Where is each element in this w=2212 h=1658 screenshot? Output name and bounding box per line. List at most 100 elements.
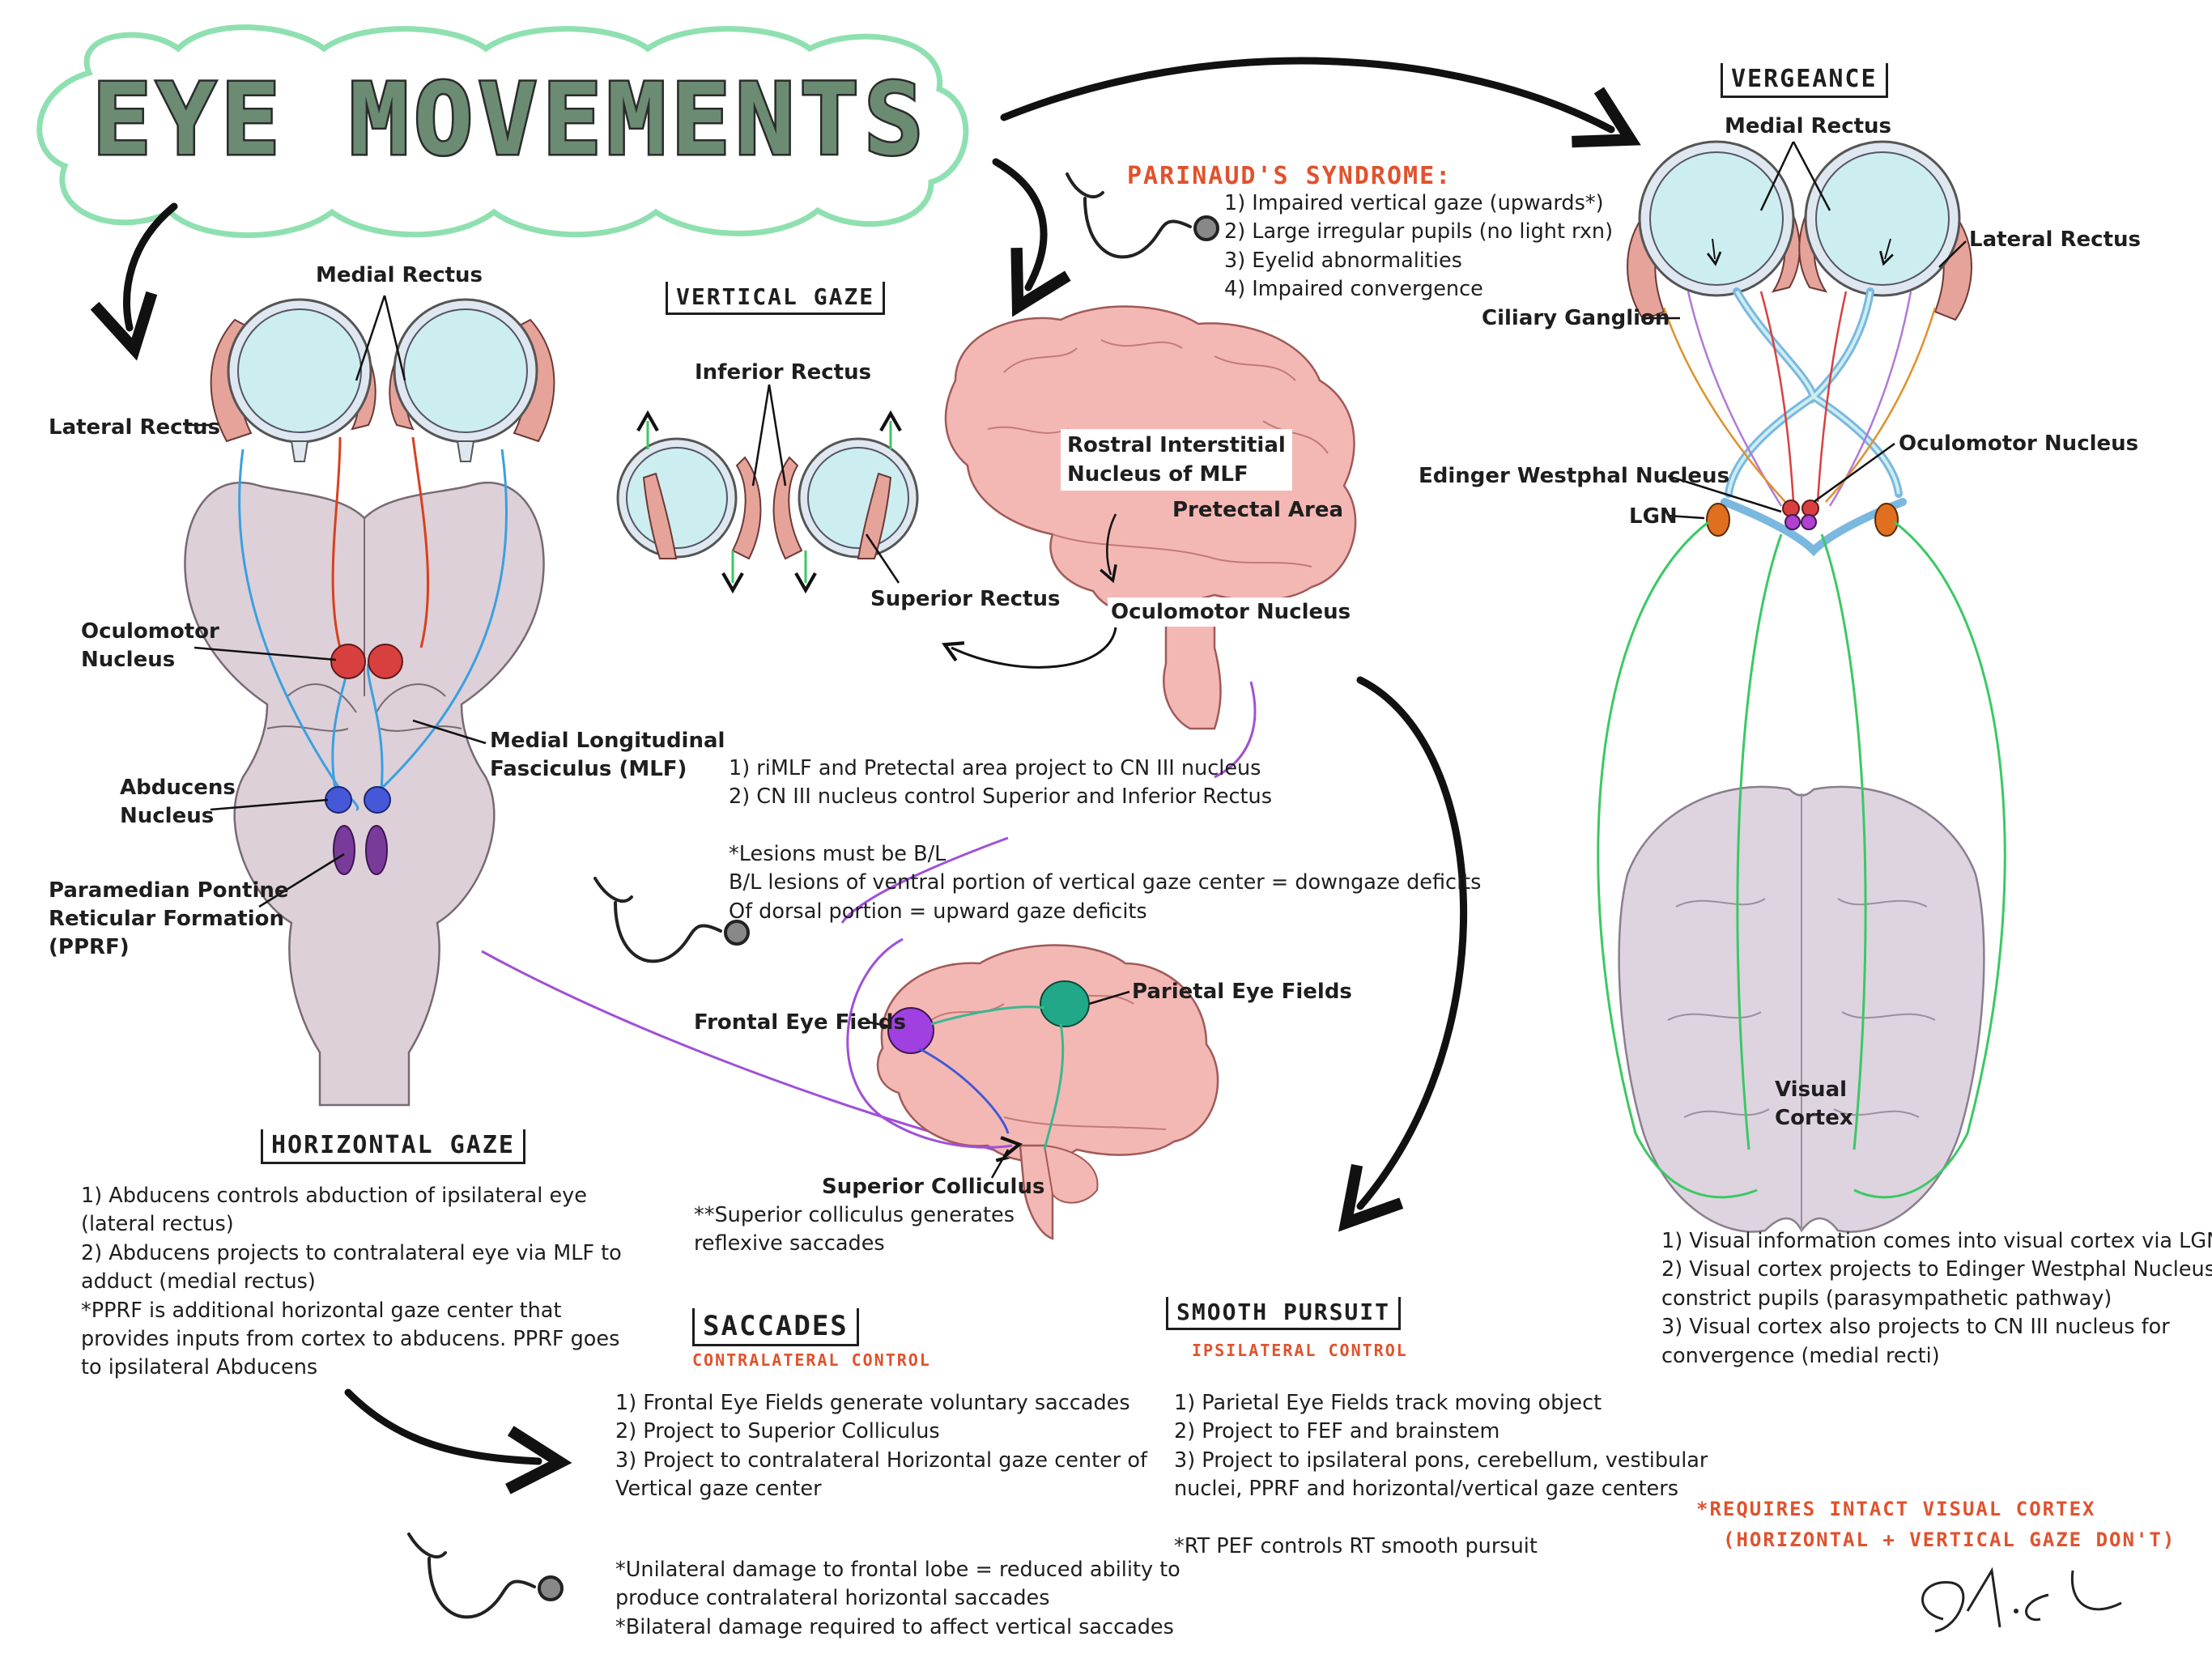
parinaud-item: 3) Eyelid abnormalities [1224, 248, 1462, 273]
frontal-eye-field-dot [887, 1007, 934, 1054]
vergence-notes: 1) Visual information comes into visual … [1661, 1227, 2212, 1371]
saccades-damage-note: produce contralateral horizontal saccade… [615, 1586, 1050, 1611]
smooth-note: 1) Parietal Eye Fields track moving obje… [1174, 1391, 1602, 1415]
label-pprf-1: Paramedian Pontine [49, 878, 289, 903]
horizontal-note: *PPRF is additional horizontal gaze cent… [81, 1298, 562, 1323]
vergence-note: 2) Visual cortex projects to Edinger Wes… [1661, 1257, 2212, 1282]
heading-vergence: VERGEANCE [1721, 63, 1888, 98]
smooth-note [1174, 1504, 1708, 1533]
edinger-westphal-left [1782, 500, 1800, 517]
stethoscope-icon [593, 877, 750, 963]
label-frontal-eye-fields: Frontal Eye Fields [694, 1010, 906, 1035]
vergence-note: 3) Visual cortex also projects to CN III… [1661, 1315, 2170, 1340]
parinaud-list: 1) Impaired vertical gaze (upwards*) 2) … [1224, 189, 1613, 304]
label-rimlf-1: Rostral Interstitial [1067, 433, 1286, 457]
colliculus-note: **Superior colliculus generates reflexiv… [694, 1201, 1015, 1259]
vergence-note: constrict pupils (parasympathetic pathwa… [1661, 1286, 2112, 1311]
optic-pathway-inner [1727, 290, 1900, 495]
horizontal-note: provides inputs from cortex to abducens.… [81, 1327, 620, 1352]
horizontal-note: adduct (medial rectus) [81, 1269, 316, 1295]
arrow-title-to-vergence [1000, 57, 1641, 148]
oculomotor-arrow-back [942, 627, 1117, 669]
arrow-title-to-horizontal [90, 202, 178, 361]
vertical-note: 1) riMLF and Pretectal area project to C… [729, 756, 1261, 780]
horizontal-note: 2) Abducens projects to contralateral ey… [81, 1240, 622, 1265]
label-rimlf-2: Nucleus of MLF [1067, 462, 1249, 487]
saccades-note: 2) Project to Superior Colliculus [615, 1419, 940, 1444]
label-oculomotor-vertical: Oculomotor Nucleus [1108, 597, 1355, 627]
heading-saccades: SACCADES [692, 1308, 859, 1346]
label-superior-colliculus: Superior Colliculus [822, 1175, 1045, 1199]
vertical-note [729, 812, 1481, 840]
cerebellum [1043, 1144, 1099, 1204]
heading-horizontal-gaze: HORIZONTAL GAZE [261, 1129, 525, 1164]
pprf-right [365, 825, 388, 875]
purple-pathway-horizontal [481, 950, 1019, 1163]
saccades-damage-notes: *Unilateral damage to frontal lobe = red… [615, 1556, 1180, 1642]
sagittal-brainstem [1163, 602, 1222, 730]
subheading-smooth-pursuit: IPSILATERAL CONTROL [1192, 1341, 1408, 1360]
arrow-vertical-to-smooth [1338, 676, 1468, 1232]
heading-parinaud: PARINAUD'S SYNDROME: [1127, 162, 1453, 190]
purple-pathway-vertical [1214, 681, 1257, 779]
horizontal-note: 1) Abducens controls abduction of ipsila… [81, 1184, 587, 1208]
label-visual-cortex-1: Visual [1775, 1078, 1848, 1102]
saccades-note: Vertical gaze center [615, 1477, 822, 1502]
horizontal-note: (lateral rectus) [81, 1212, 234, 1237]
axial-brain-gyri [1667, 793, 1936, 1231]
edinger-westphal-right [1802, 500, 1819, 517]
title-cloud [36, 24, 969, 238]
colliculus-note-line: **Superior colliculus generates [694, 1203, 1015, 1227]
label-ciliary-ganglion: Ciliary Ganglion [1482, 306, 1670, 330]
requires-note-2: (HORIZONTAL + VERTICAL GAZE DON'T) [1723, 1528, 2176, 1551]
smooth-notes: 1) Parietal Eye Fields track moving obje… [1174, 1389, 1708, 1561]
oculomotor-nucleus-left [330, 644, 366, 679]
requires-note-1: *REQUIRES INTACT VISUAL CORTEX [1696, 1498, 2096, 1520]
page-title: EYE MOVEMENTS [90, 62, 929, 179]
brainstem-folds [266, 518, 462, 732]
vertical-notes: 1) riMLF and Pretectal area project to C… [729, 755, 1481, 926]
visual-pathway-green [1597, 521, 2006, 1199]
vergence-note: 1) Visual information comes into visual … [1661, 1229, 2212, 1253]
saccades-note: 3) Project to contralateral Horizontal g… [615, 1448, 1147, 1473]
horizontal-leaders [188, 295, 487, 908]
label-edinger-westphal: Edinger Westphal Nucleus [1419, 464, 1730, 488]
smooth-note: nuclei, PPRF and horizontal/vertical gaz… [1174, 1477, 1679, 1502]
label-inferior-rectus: Inferior Rectus [695, 360, 872, 385]
label-medial-rectus-horizontal: Medial Rectus [316, 263, 483, 287]
rimlf-label-box: Rostral Interstitial Nucleus of MLF [1061, 429, 1292, 491]
stethoscope-icon [407, 1533, 564, 1619]
stethoscope-icon [1066, 172, 1219, 259]
label-medial-rectus-vergence: Medial Rectus [1725, 114, 1892, 138]
abducens-nucleus-right [364, 786, 391, 814]
vertical-note: *Lesions must be B/L [729, 841, 946, 866]
label-visual-cortex-2: Cortex [1775, 1106, 1853, 1130]
colliculus-note-line: reflexive saccades [694, 1231, 885, 1256]
arrow-title-to-vertical [992, 158, 1071, 317]
horizontal-nerves [238, 436, 508, 811]
label-oculomotor-horizontal-2: Nucleus [81, 648, 176, 672]
heading-smooth-pursuit: SMOOTH PURSUIT [1166, 1297, 1402, 1330]
vertical-note: 2) CN III nucleus control Superior and I… [729, 784, 1272, 810]
sagittal-brain-gyri [987, 339, 1329, 568]
label-pprf-2: Reticular Formation [49, 907, 284, 931]
parietal-eye-field-dot [1040, 980, 1090, 1027]
parinaud-item: 2) Large irregular pupils (no light rxn) [1224, 219, 1614, 244]
arrow-horizontal-to-saccades [344, 1388, 572, 1494]
label-mlf-1: Medial Longitudinal [490, 729, 725, 753]
abducens-nucleus-left [325, 786, 352, 814]
label-oculomotor-vergence: Oculomotor Nucleus [1899, 432, 2139, 456]
saccades-notes: 1) Frontal Eye Fields generate voluntary… [615, 1389, 1147, 1504]
vertical-eyes [616, 410, 919, 594]
cortex-brain [876, 944, 1219, 1163]
horizontal-notes: 1) Abducens controls abduction of ipsila… [81, 1182, 622, 1383]
label-abducens-2: Nucleus [120, 804, 215, 828]
cortex-leaders [866, 990, 1130, 1179]
smooth-note: *RT PEF controls RT smooth pursuit [1174, 1533, 1538, 1558]
vertical-note: Of dorsal portion = upward gaze deficits [729, 899, 1147, 924]
parinaud-item: 4) Impaired convergence [1224, 277, 1483, 302]
smooth-note: 2) Project to FEF and brainstem [1174, 1419, 1500, 1444]
saccades-damage-note: *Unilateral damage to frontal lobe = red… [615, 1558, 1180, 1582]
oculomotor-vergence-left [1784, 514, 1801, 530]
